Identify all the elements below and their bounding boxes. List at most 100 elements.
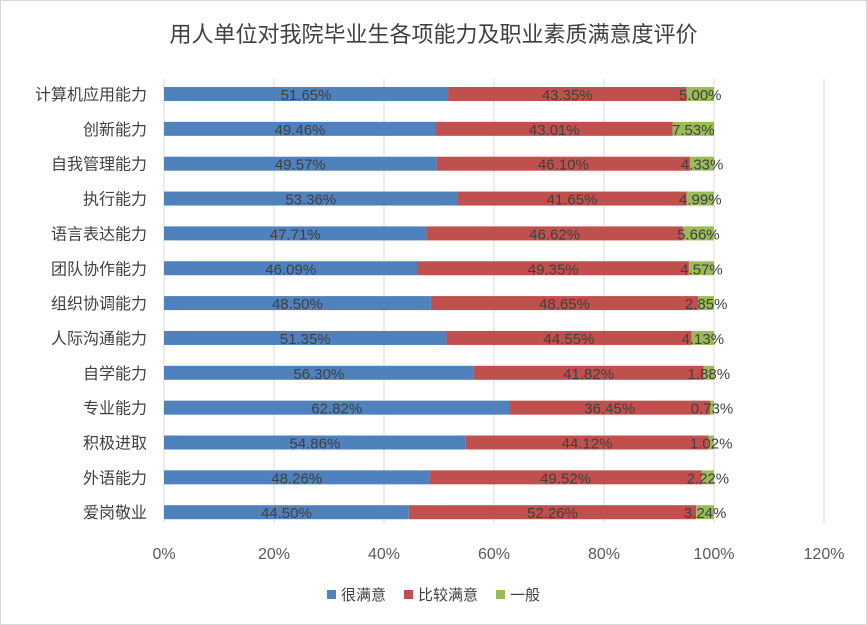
bar-segment	[686, 191, 714, 206]
bar-segment	[164, 505, 409, 520]
bar-segment	[436, 156, 691, 171]
data-label: 5.00%	[679, 87, 722, 104]
bar-segment	[164, 470, 430, 485]
bar-segment	[698, 296, 714, 311]
x-tick-label: 40%	[368, 546, 400, 563]
bar-segment	[164, 261, 418, 276]
data-label: 46.10%	[538, 157, 589, 174]
x-tick-label: 60%	[478, 546, 510, 563]
category-label: 组织协调能力	[51, 294, 147, 313]
bar-segment	[457, 191, 687, 206]
legend: 很满意 比较满意 一般	[1, 584, 866, 605]
bar-segment	[701, 470, 714, 485]
bar-segment	[164, 435, 466, 450]
x-tick-label: 0%	[152, 546, 175, 563]
data-label: 46.09%	[265, 261, 316, 278]
x-tick-label: 80%	[588, 546, 620, 563]
data-label: 53.36%	[285, 192, 336, 209]
data-label: 4.57%	[680, 261, 723, 278]
data-label: 44.55%	[544, 331, 595, 348]
data-label: 41.65%	[547, 192, 598, 209]
x-tick-label: 100%	[694, 546, 735, 563]
data-label: 62.82%	[311, 401, 362, 418]
bar-segment	[164, 87, 449, 101]
data-label: 43.01%	[529, 122, 580, 139]
category-label: 团队协作能力	[51, 259, 147, 278]
data-label: 2.85%	[685, 296, 728, 313]
legend-label: 一般	[510, 586, 541, 604]
bar-segment	[164, 121, 437, 136]
bar-segment	[696, 505, 714, 520]
bar-segment	[164, 191, 458, 206]
bar-segment	[164, 330, 447, 345]
data-label: 0.73%	[691, 401, 734, 418]
bar-segment	[708, 435, 714, 450]
data-label: 44.12%	[562, 436, 613, 453]
category-label: 语言表达能力	[51, 224, 147, 243]
data-label: 4.99%	[679, 192, 722, 209]
data-label: 49.35%	[528, 261, 579, 278]
bar-segment	[429, 470, 702, 485]
data-label: 48.50%	[272, 296, 323, 313]
data-label: 48.26%	[271, 470, 322, 487]
legend-item: 比较满意	[403, 584, 478, 605]
data-label: 5.66%	[677, 226, 720, 243]
bar-segment	[691, 330, 715, 345]
data-label: 3.24%	[684, 505, 727, 522]
x-tick-label: 20%	[258, 546, 290, 563]
data-label: 51.65%	[281, 87, 332, 104]
category-label: 执行能力	[83, 190, 147, 209]
data-label: 1.02%	[690, 436, 733, 453]
category-label: 积极进取	[83, 434, 147, 453]
legend-swatch	[403, 590, 413, 599]
stacked-bar-chart: 0% 20% 40% 60% 80% 100% 120% 计算机应用能力 51.65% 43.35…	[35, 79, 845, 563]
category-label: 外语能力	[83, 468, 147, 487]
bar-segment	[448, 87, 687, 101]
data-label: 44.50%	[261, 505, 312, 522]
data-label: 36.45%	[584, 401, 635, 418]
bar-segment	[703, 365, 714, 380]
category-label: 人际沟通能力	[51, 329, 147, 348]
bar-segment	[473, 365, 704, 380]
legend-item: 很满意	[326, 584, 386, 605]
data-label: 4.13%	[682, 331, 725, 348]
bar-segment	[426, 226, 683, 241]
data-label: 41.82%	[563, 366, 614, 383]
data-label: 49.57%	[275, 157, 326, 174]
bar-segment	[465, 435, 709, 450]
data-label: 4.33%	[681, 157, 724, 174]
data-label: 54.86%	[289, 436, 340, 453]
bar-segment	[436, 121, 673, 136]
chart-title: 用人单位对我院毕业生各项能力及职业素质满意度评价	[169, 23, 698, 48]
bar-segment	[446, 330, 692, 345]
data-label: 49.46%	[275, 122, 326, 139]
bar-segment	[690, 156, 714, 171]
bar-segment	[408, 505, 697, 520]
legend-item: 一般	[496, 584, 540, 605]
data-label: 52.26%	[527, 505, 578, 522]
data-label: 43.35%	[542, 87, 593, 104]
data-label: 48.65%	[539, 296, 590, 313]
bar-segment	[509, 400, 710, 415]
bar-segment	[672, 121, 714, 136]
x-tick-label: 120%	[804, 546, 845, 563]
data-label: 2.22%	[687, 470, 730, 487]
legend-label: 很满意	[340, 586, 386, 604]
data-label: 47.71%	[270, 226, 321, 243]
category-label: 爱岗敬业	[83, 503, 147, 522]
category-label: 专业能力	[83, 399, 147, 418]
bar-segment	[417, 261, 689, 276]
bar-segment	[164, 296, 431, 311]
category-label: 自我管理能力	[51, 155, 147, 174]
bar-segment	[430, 296, 699, 311]
category-label: 计算机应用能力	[35, 85, 147, 104]
bar-segment	[164, 156, 437, 171]
bar-segment	[682, 226, 714, 241]
bar-segment	[709, 400, 714, 415]
data-label: 49.52%	[540, 470, 591, 487]
category-label: 自学能力	[83, 364, 147, 383]
bar-segment	[686, 87, 714, 101]
data-label: 7.53%	[672, 122, 715, 139]
data-label: 1.88%	[688, 366, 731, 383]
